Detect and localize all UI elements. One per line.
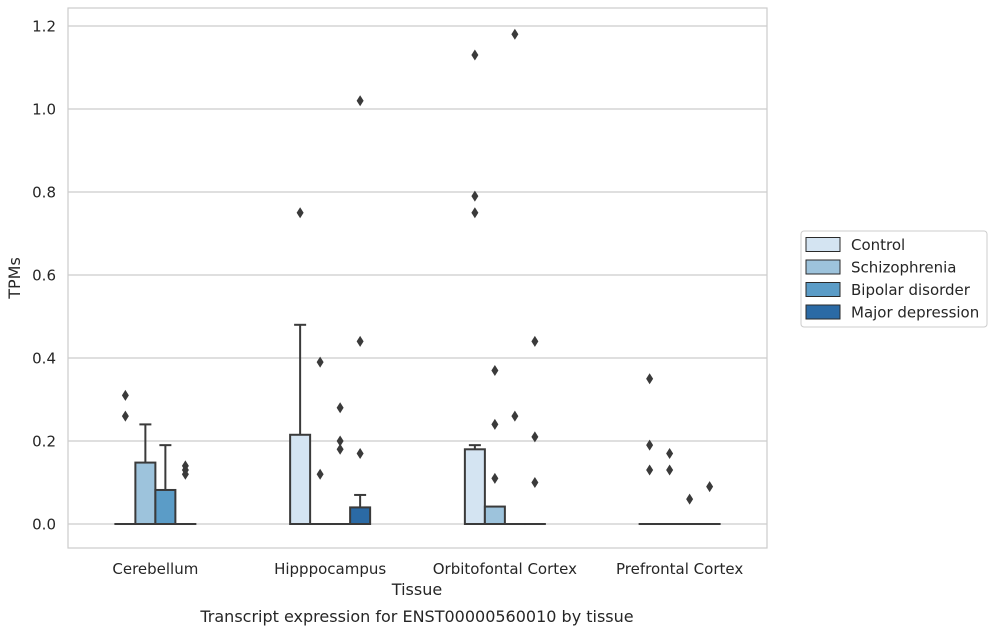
gridlines (68, 26, 767, 524)
x-tick-label: Hipppocampus (274, 560, 386, 578)
legend-swatch (806, 260, 840, 274)
outlier-point (666, 465, 673, 476)
legend-label: Control (851, 236, 905, 254)
outlier-point (122, 411, 129, 422)
outlier-point (471, 207, 478, 218)
x-axis-ticks: Cerebellum Hipppocampus Orbitofontal Corte… (112, 560, 743, 578)
outliers (122, 29, 713, 505)
outlier-point (646, 373, 653, 384)
y-tick-label: 0.0 (32, 516, 56, 534)
outlier-point (491, 473, 498, 484)
outlier-point (491, 365, 498, 376)
x-tick-label: Cerebellum (112, 560, 198, 578)
x-tick-label: Orbitofontal Cortex (433, 560, 577, 578)
outlier-point (491, 419, 498, 430)
plot-frame (68, 8, 767, 548)
x-tick-label: Prefrontal Cortex (616, 560, 743, 578)
outlier-point (357, 95, 364, 106)
x-axis-label: Tissue (391, 580, 442, 599)
y-axis-ticks: 0.0 0.2 0.4 0.6 0.8 1.0 1.2 (32, 18, 56, 534)
box (135, 424, 155, 524)
y-axis-label: TPMs (5, 257, 24, 300)
outlier-point (337, 402, 344, 413)
box-body (485, 507, 505, 524)
box (290, 325, 310, 524)
boxes (115, 325, 719, 524)
outlier-point (357, 448, 364, 459)
outlier-point (706, 481, 713, 492)
box-body (290, 435, 310, 524)
outlier-point (471, 50, 478, 61)
legend-label: Schizophrenia (851, 259, 956, 277)
figure-caption: Transcript expression for ENST0000056001… (199, 607, 633, 626)
y-tick-label: 1.2 (32, 18, 56, 36)
box-body (350, 507, 370, 524)
outlier-point (297, 207, 304, 218)
outlier-point (646, 465, 653, 476)
box (350, 495, 370, 524)
outlier-point (337, 444, 344, 455)
outlier-point (686, 494, 693, 505)
legend-label: Bipolar disorder (851, 281, 971, 299)
outlier-point (531, 477, 538, 488)
box-body (155, 490, 175, 524)
y-tick-label: 0.2 (32, 433, 56, 451)
outlier-point (531, 336, 538, 347)
outlier-point (511, 411, 518, 422)
box-body (465, 449, 485, 524)
y-tick-label: 0.6 (32, 267, 56, 285)
outlier-point (357, 336, 364, 347)
box (155, 445, 175, 524)
box (465, 445, 485, 524)
legend-label: Major depression (851, 304, 979, 322)
outlier-point (666, 448, 673, 459)
y-tick-label: 0.8 (32, 184, 56, 202)
box (485, 507, 505, 524)
legend-swatch (806, 238, 840, 252)
y-tick-label: 1.0 (32, 101, 56, 119)
outlier-point (511, 29, 518, 40)
legend-swatch (806, 283, 840, 297)
box-body (135, 463, 155, 524)
outlier-point (317, 469, 324, 480)
legend: Control Schizophrenia Bipolar disorder Majo… (801, 231, 987, 327)
outlier-point (122, 390, 129, 401)
y-tick-label: 0.4 (32, 350, 56, 368)
legend-swatch (806, 305, 840, 319)
